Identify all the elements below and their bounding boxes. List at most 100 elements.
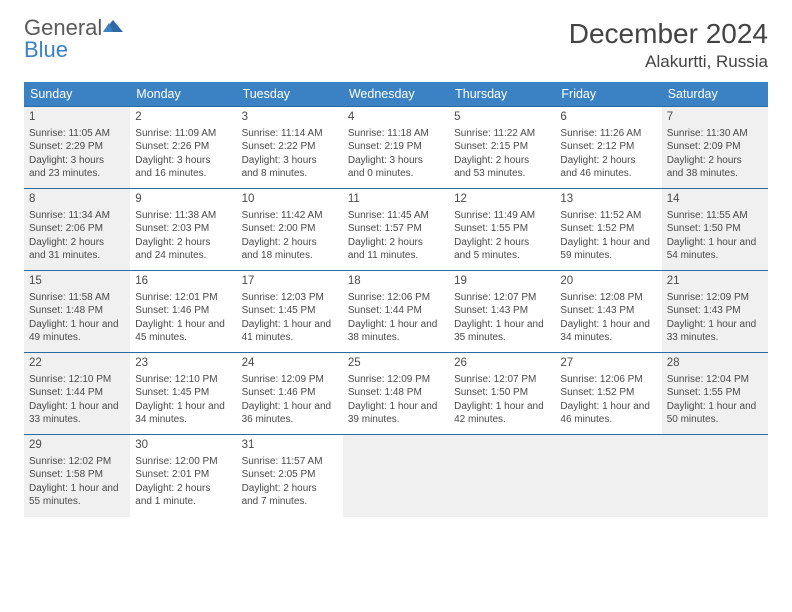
sunset-text: Sunset: 2:05 PM bbox=[242, 468, 338, 482]
weekday-tuesday: Tuesday bbox=[237, 82, 343, 107]
location: Alakurtti, Russia bbox=[569, 52, 768, 72]
sunrise-text: Sunrise: 12:03 PM bbox=[242, 291, 338, 305]
sunset-text: Sunset: 1:48 PM bbox=[348, 386, 444, 400]
sunrise-text: Sunrise: 12:04 PM bbox=[667, 373, 763, 387]
sunrise-text: Sunrise: 11:30 AM bbox=[667, 127, 763, 141]
sunset-text: Sunset: 2:19 PM bbox=[348, 140, 444, 154]
day-cell-4: 4Sunrise: 11:18 AMSunset: 2:19 PMDayligh… bbox=[343, 107, 449, 189]
day-number: 22 bbox=[29, 356, 125, 372]
sunrise-text: Sunrise: 11:52 AM bbox=[560, 209, 656, 223]
sunrise-text: Sunrise: 11:58 AM bbox=[29, 291, 125, 305]
day-cell-30: 30Sunrise: 12:00 PMSunset: 2:01 PMDaylig… bbox=[130, 435, 236, 517]
sunrise-text: Sunrise: 11:45 AM bbox=[348, 209, 444, 223]
daylight-text: Daylight: 1 hour and bbox=[560, 236, 656, 250]
daylight-text: 42 minutes. bbox=[454, 413, 550, 427]
daylight-text: Daylight: 2 hours bbox=[560, 154, 656, 168]
daylight-text: Daylight: 1 hour and bbox=[242, 400, 338, 414]
daylight-text: and 18 minutes. bbox=[242, 249, 338, 263]
daylight-text: 33 minutes. bbox=[29, 413, 125, 427]
sunset-text: Sunset: 1:43 PM bbox=[667, 304, 763, 318]
sunset-text: Sunset: 1:46 PM bbox=[135, 304, 231, 318]
sunrise-text: Sunrise: 11:09 AM bbox=[135, 127, 231, 141]
daylight-text: and 23 minutes. bbox=[29, 167, 125, 181]
daylight-text: and 24 minutes. bbox=[135, 249, 231, 263]
day-cell-17: 17Sunrise: 12:03 PMSunset: 1:45 PMDaylig… bbox=[237, 271, 343, 353]
day-number: 19 bbox=[454, 274, 550, 290]
day-number: 26 bbox=[454, 356, 550, 372]
day-cell-31: 31Sunrise: 11:57 AMSunset: 2:05 PMDaylig… bbox=[237, 435, 343, 517]
day-number: 21 bbox=[667, 274, 763, 290]
daylight-text: and 38 minutes. bbox=[667, 167, 763, 181]
daylight-text: Daylight: 3 hours bbox=[242, 154, 338, 168]
sunset-text: Sunset: 1:44 PM bbox=[29, 386, 125, 400]
daylight-text: Daylight: 2 hours bbox=[454, 154, 550, 168]
day-number: 2 bbox=[135, 110, 231, 126]
logo: General Blue bbox=[24, 18, 123, 62]
sunrise-text: Sunrise: 12:01 PM bbox=[135, 291, 231, 305]
sunset-text: Sunset: 2:00 PM bbox=[242, 222, 338, 236]
sunset-text: Sunset: 2:01 PM bbox=[135, 468, 231, 482]
day-cell-26: 26Sunrise: 12:07 PMSunset: 1:50 PMDaylig… bbox=[449, 353, 555, 435]
sunrise-text: Sunrise: 12:07 PM bbox=[454, 291, 550, 305]
day-cell-25: 25Sunrise: 12:09 PMSunset: 1:48 PMDaylig… bbox=[343, 353, 449, 435]
sunset-text: Sunset: 1:45 PM bbox=[135, 386, 231, 400]
empty-cell bbox=[662, 435, 768, 517]
day-cell-3: 3Sunrise: 11:14 AMSunset: 2:22 PMDayligh… bbox=[237, 107, 343, 189]
daylight-text: Daylight: 2 hours bbox=[242, 236, 338, 250]
sunset-text: Sunset: 1:45 PM bbox=[242, 304, 338, 318]
day-number: 3 bbox=[242, 110, 338, 126]
day-number: 6 bbox=[560, 110, 656, 126]
sunrise-text: Sunrise: 12:06 PM bbox=[560, 373, 656, 387]
daylight-text: 41 minutes. bbox=[242, 331, 338, 345]
sunrise-text: Sunrise: 12:10 PM bbox=[135, 373, 231, 387]
sunrise-text: Sunrise: 11:38 AM bbox=[135, 209, 231, 223]
week-row: 29Sunrise: 12:02 PMSunset: 1:58 PMDaylig… bbox=[24, 435, 768, 517]
day-number: 7 bbox=[667, 110, 763, 126]
day-cell-21: 21Sunrise: 12:09 PMSunset: 1:43 PMDaylig… bbox=[662, 271, 768, 353]
daylight-text: 38 minutes. bbox=[348, 331, 444, 345]
sunrise-text: Sunrise: 11:14 AM bbox=[242, 127, 338, 141]
daylight-text: Daylight: 3 hours bbox=[29, 154, 125, 168]
daylight-text: Daylight: 1 hour and bbox=[667, 318, 763, 332]
daylight-text: and 8 minutes. bbox=[242, 167, 338, 181]
week-row: 8Sunrise: 11:34 AMSunset: 2:06 PMDayligh… bbox=[24, 189, 768, 271]
day-cell-13: 13Sunrise: 11:52 AMSunset: 1:52 PMDaylig… bbox=[555, 189, 661, 271]
logo-blue: Blue bbox=[24, 37, 68, 62]
day-cell-23: 23Sunrise: 12:10 PMSunset: 1:45 PMDaylig… bbox=[130, 353, 236, 435]
daylight-text: Daylight: 1 hour and bbox=[454, 400, 550, 414]
sunrise-text: Sunrise: 11:42 AM bbox=[242, 209, 338, 223]
logo-triangle-icon bbox=[103, 18, 123, 37]
day-number: 5 bbox=[454, 110, 550, 126]
daylight-text: 39 minutes. bbox=[348, 413, 444, 427]
daylight-text: and 53 minutes. bbox=[454, 167, 550, 181]
weekday-monday: Monday bbox=[130, 82, 236, 107]
day-cell-15: 15Sunrise: 11:58 AMSunset: 1:48 PMDaylig… bbox=[24, 271, 130, 353]
sunrise-text: Sunrise: 11:26 AM bbox=[560, 127, 656, 141]
day-cell-12: 12Sunrise: 11:49 AMSunset: 1:55 PMDaylig… bbox=[449, 189, 555, 271]
sunrise-text: Sunrise: 12:02 PM bbox=[29, 455, 125, 469]
day-number: 23 bbox=[135, 356, 231, 372]
sunrise-text: Sunrise: 12:06 PM bbox=[348, 291, 444, 305]
weekday-saturday: Saturday bbox=[662, 82, 768, 107]
day-cell-29: 29Sunrise: 12:02 PMSunset: 1:58 PMDaylig… bbox=[24, 435, 130, 517]
empty-cell bbox=[555, 435, 661, 517]
sunset-text: Sunset: 1:46 PM bbox=[242, 386, 338, 400]
day-number: 12 bbox=[454, 192, 550, 208]
daylight-text: 54 minutes. bbox=[667, 249, 763, 263]
sunset-text: Sunset: 1:55 PM bbox=[667, 386, 763, 400]
day-number: 16 bbox=[135, 274, 231, 290]
day-cell-9: 9Sunrise: 11:38 AMSunset: 2:03 PMDayligh… bbox=[130, 189, 236, 271]
day-number: 11 bbox=[348, 192, 444, 208]
sunset-text: Sunset: 1:50 PM bbox=[667, 222, 763, 236]
daylight-text: Daylight: 1 hour and bbox=[560, 318, 656, 332]
daylight-text: Daylight: 2 hours bbox=[242, 482, 338, 496]
logo-text-wrap: General Blue bbox=[24, 18, 123, 62]
sunrise-text: Sunrise: 11:34 AM bbox=[29, 209, 125, 223]
header: General Blue December 2024 Alakurtti, Ru… bbox=[24, 18, 768, 72]
day-cell-18: 18Sunrise: 12:06 PMSunset: 1:44 PMDaylig… bbox=[343, 271, 449, 353]
daylight-text: 50 minutes. bbox=[667, 413, 763, 427]
daylight-text: 59 minutes. bbox=[560, 249, 656, 263]
day-cell-2: 2Sunrise: 11:09 AMSunset: 2:26 PMDayligh… bbox=[130, 107, 236, 189]
daylight-text: Daylight: 2 hours bbox=[667, 154, 763, 168]
day-cell-28: 28Sunrise: 12:04 PMSunset: 1:55 PMDaylig… bbox=[662, 353, 768, 435]
